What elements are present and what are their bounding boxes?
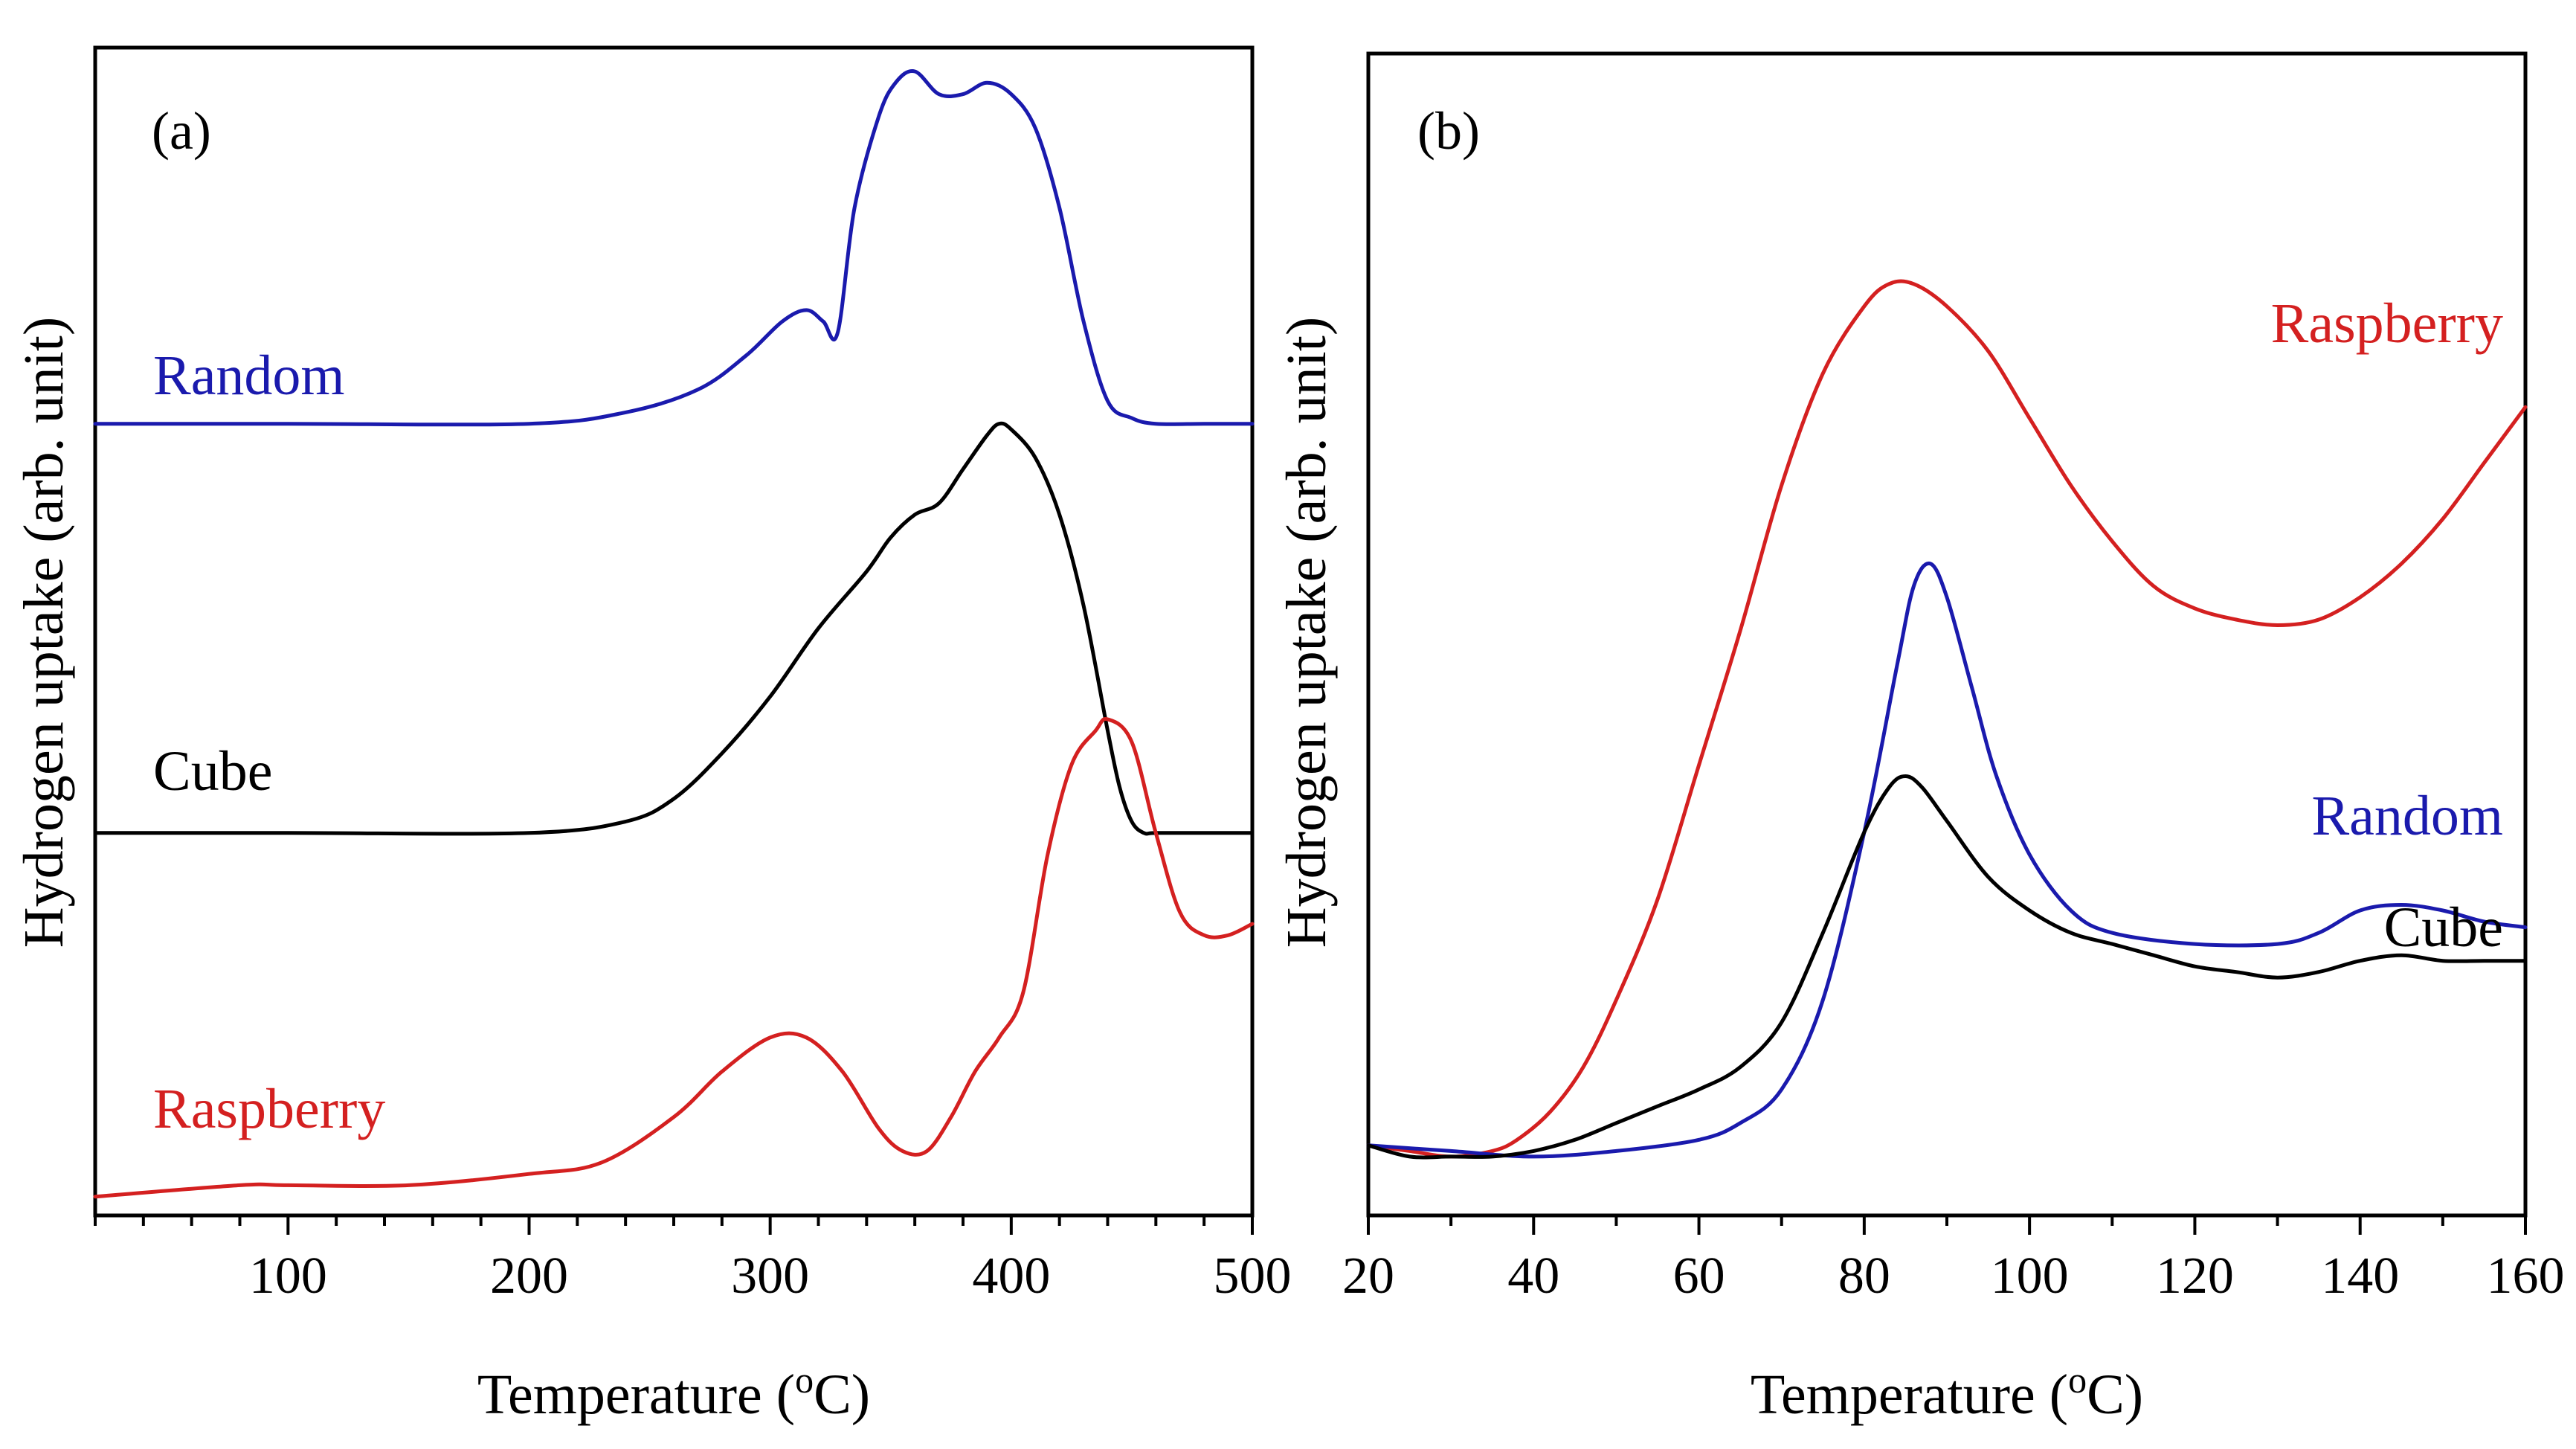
x-tick-label: 60: [1673, 1247, 1725, 1305]
series-line-cube: [93, 421, 1255, 836]
x-tick-label: 400: [972, 1247, 1050, 1305]
panel-a-random-label: Random: [153, 344, 345, 407]
panel-b: (b) Hydrogen uptake (arb. unit) Temperat…: [1275, 51, 2565, 1426]
panel-b-xlabel: Temperature (oC): [1751, 1359, 2143, 1426]
panel-a-ylabel: Hydrogen uptake (arb. unit): [13, 317, 75, 948]
x-tick-label: 80: [1838, 1247, 1890, 1305]
panel-a-series: [93, 69, 1255, 1199]
series-line-cube: [1366, 774, 2528, 1160]
x-tick-label: 20: [1342, 1247, 1394, 1305]
x-tick-label: 100: [1991, 1247, 2069, 1305]
x-tick-label: 100: [249, 1247, 327, 1305]
series-line-random: [93, 69, 1255, 427]
panel-b-random-label: Random: [2311, 785, 2503, 847]
series-line-raspberry: [93, 717, 1255, 1199]
x-tick-label: 120: [2156, 1247, 2234, 1305]
series-line-random: [1366, 561, 2528, 1159]
panel-a-xlabel: Temperature (oC): [477, 1359, 870, 1426]
panel-a-ticks: 100 200 300 400 500: [94, 1215, 1292, 1305]
panel-a-label: (a): [152, 101, 211, 161]
panel-b-series: [1366, 279, 2528, 1160]
x-tick-label: 140: [2321, 1247, 2399, 1305]
series-line-raspberry: [1366, 279, 2528, 1159]
x-tick-label: 160: [2487, 1247, 2565, 1305]
panel-b-label: (b): [1417, 101, 1480, 161]
x-tick-label: 40: [1507, 1247, 1559, 1305]
x-tick-label: 300: [731, 1247, 809, 1305]
panel-b-raspberry-label: Raspberry: [2271, 292, 2503, 355]
panel-a-raspberry-label: Raspberry: [153, 1078, 385, 1140]
x-tick-label: 500: [1214, 1247, 1292, 1305]
panel-a-cube-label: Cube: [153, 740, 272, 803]
panel-b-cube-label: Cube: [2384, 896, 2503, 959]
panel-b-ylabel: Hydrogen uptake (arb. unit): [1275, 317, 1338, 948]
panel-a: (a) Hydrogen uptake (arb. unit) Temperat…: [13, 45, 1292, 1426]
panel-b-ticks: 20 40 60 80 100 120 140 160: [1342, 1215, 2565, 1305]
x-tick-label: 200: [490, 1247, 568, 1305]
